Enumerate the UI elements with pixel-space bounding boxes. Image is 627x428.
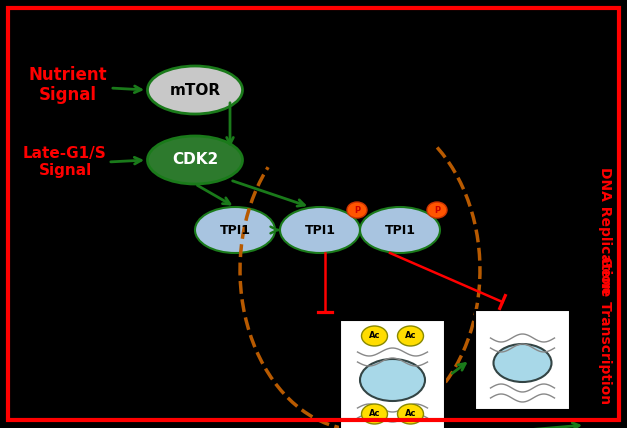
Text: mTOR: mTOR [169, 83, 221, 98]
Text: Gene Transcription: Gene Transcription [598, 256, 612, 404]
Text: P: P [434, 205, 440, 214]
Ellipse shape [398, 326, 423, 346]
Ellipse shape [347, 202, 367, 218]
Bar [340, 320, 445, 428]
Ellipse shape [147, 66, 243, 114]
Text: Ac: Ac [369, 332, 380, 341]
Text: DNA Replication: DNA Replication [598, 166, 612, 293]
Ellipse shape [427, 202, 447, 218]
Ellipse shape [362, 326, 387, 346]
Ellipse shape [195, 207, 275, 253]
Ellipse shape [360, 207, 440, 253]
Text: Ac: Ac [405, 410, 416, 419]
Ellipse shape [147, 136, 243, 184]
Bar [475, 310, 570, 410]
Text: Late-G1/S
Signal: Late-G1/S Signal [23, 146, 107, 178]
Ellipse shape [280, 207, 360, 253]
Text: Ac: Ac [369, 410, 380, 419]
Text: P: P [354, 205, 360, 214]
Text: Nutrient
Signal: Nutrient Signal [29, 65, 107, 104]
Text: Ac: Ac [405, 332, 416, 341]
Ellipse shape [360, 359, 425, 401]
Text: TPI1: TPI1 [305, 223, 335, 237]
Ellipse shape [362, 404, 387, 424]
Ellipse shape [398, 404, 423, 424]
Text: TPI1: TPI1 [219, 223, 251, 237]
Text: CDK2: CDK2 [172, 152, 218, 167]
Ellipse shape [493, 344, 552, 382]
Text: TPI1: TPI1 [384, 223, 416, 237]
